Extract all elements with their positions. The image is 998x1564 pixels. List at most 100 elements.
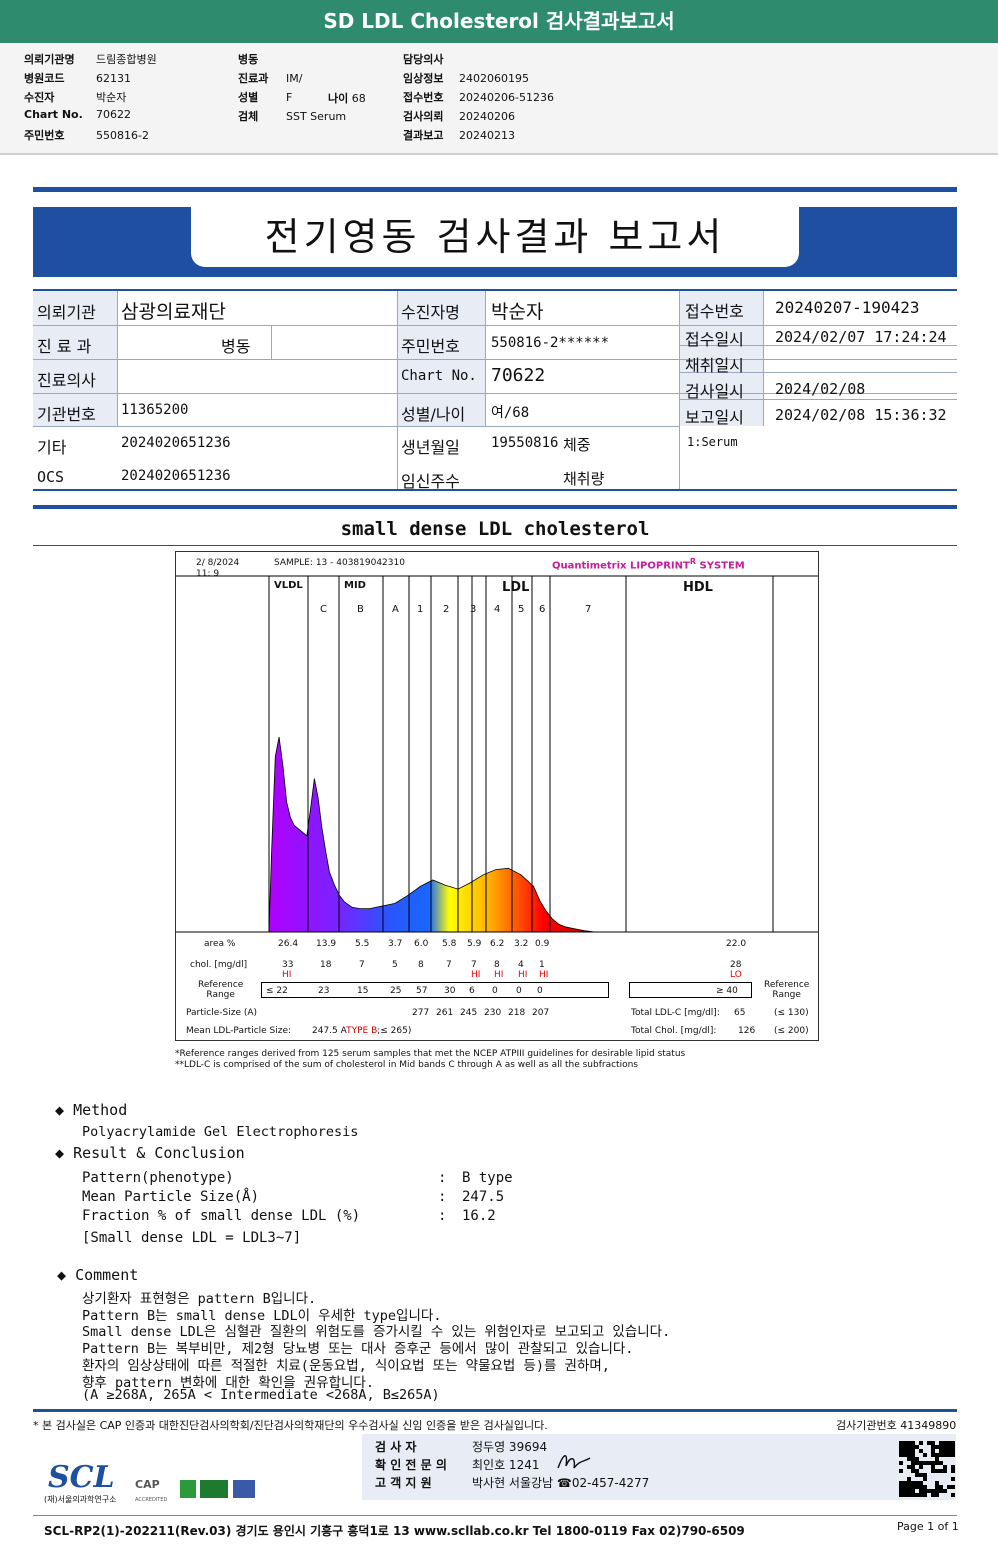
rrn-value: 550816-2******: [491, 335, 610, 351]
confirm-value: 최인호 1241: [472, 1458, 540, 1472]
qr-module: [927, 1489, 931, 1493]
ref-value: 25: [390, 986, 402, 996]
area-row-label: area %: [204, 939, 236, 949]
qr-module: [931, 1489, 935, 1493]
cert-logo-2: [200, 1480, 228, 1498]
qr-module: [907, 1493, 911, 1497]
qr-module: [923, 1461, 927, 1465]
qr-module: [931, 1449, 935, 1453]
comment-title: Comment: [75, 1266, 139, 1284]
result-heading: ◆ Result & Conclusion: [55, 1144, 245, 1162]
rule-footer: [33, 1409, 957, 1412]
qr-module: [939, 1485, 943, 1489]
result-title: Result & Conclusion: [73, 1144, 245, 1162]
comment-heading: ◆ Comment: [57, 1266, 138, 1284]
particle-size-value: 207: [532, 1008, 550, 1018]
chol-value: 18: [320, 960, 332, 970]
qr-module: [919, 1449, 923, 1453]
qr-module: [939, 1441, 943, 1445]
ref-value: 23: [318, 986, 330, 996]
qr-module: [935, 1493, 939, 1497]
chart-brand-name: Quantimetrix LIPOPRINT: [552, 560, 690, 572]
code-label: 기관번호: [37, 405, 96, 424]
cert-note: * 본 검사실은 CAP 인증과 대한진단검사의학회/진단검사의학재단의 우수검…: [33, 1419, 548, 1432]
ref-right-2: Range: [772, 990, 801, 1000]
qr-module: [903, 1485, 907, 1489]
ref-row-label: Reference Range: [198, 980, 243, 1000]
lipoprint-svg: [176, 575, 818, 933]
birth-label: 생년월일: [401, 438, 460, 457]
qr-module: [903, 1489, 907, 1493]
band-label: 2: [443, 604, 450, 615]
qr-module: [899, 1445, 903, 1449]
ref-box-hdl: [629, 982, 752, 998]
staff-box: [362, 1434, 956, 1500]
particle-size-value: 245: [460, 1008, 478, 1018]
qr-module: [923, 1453, 927, 1457]
group-label: VLDL: [274, 580, 303, 591]
header-field: 수진자 박순자: [24, 89, 126, 105]
header-field: 임상정보 2402060195: [403, 70, 529, 86]
qr-module: [943, 1465, 947, 1469]
result-colon: :: [438, 1208, 447, 1224]
diamond-icon: ◆: [55, 1101, 65, 1119]
age-value: 68: [351, 92, 366, 105]
chart-brand-reg: R: [689, 557, 697, 566]
band-label: 6: [539, 604, 546, 615]
qr-module: [935, 1445, 939, 1449]
qr-module: [911, 1461, 915, 1465]
qr-module: [931, 1469, 935, 1473]
cap-logo: CAP ACCREDITED: [135, 1478, 167, 1504]
area-value: 3.7: [388, 939, 403, 949]
qr-module: [907, 1477, 911, 1481]
total-chol-value: 126: [738, 1026, 756, 1036]
qr-module: [927, 1441, 931, 1445]
header-field: 진료과 IM/: [238, 70, 302, 86]
qr-module: [911, 1481, 915, 1485]
diamond-icon: ◆: [55, 1144, 65, 1162]
qr-module: [951, 1477, 955, 1481]
header-value: 62131: [96, 72, 131, 85]
qr-module: [915, 1493, 919, 1497]
qr-module: [911, 1469, 915, 1473]
band-label: 7: [585, 604, 592, 615]
ref-right-label: Reference Range: [764, 980, 809, 1000]
header-label: 진료과: [238, 72, 269, 85]
header-field: 주민번호 550816-2: [24, 127, 149, 143]
rrn-label: 주민번호: [401, 337, 460, 356]
ref-value: 0: [516, 986, 522, 996]
qr-module: [947, 1449, 951, 1453]
chart-value: 70622: [491, 365, 546, 386]
header-label: 접수번호: [403, 91, 444, 104]
flag-value: HI: [494, 970, 504, 980]
header-value: 2402060195: [459, 72, 529, 85]
chart-sample: SAMPLE: 13 - 403819042310: [274, 558, 405, 568]
qr-module: [923, 1493, 927, 1497]
qr-module: [927, 1461, 931, 1465]
band-label: 4: [494, 604, 501, 615]
qr-module: [943, 1469, 947, 1473]
ref-value: ≤ 22: [266, 986, 288, 996]
qr-module: [899, 1489, 903, 1493]
mean-value-num: 247.5 A: [312, 1026, 347, 1036]
volume-label: 채취량: [563, 470, 605, 488]
ref-value: 0: [537, 986, 543, 996]
qr-module: [951, 1445, 955, 1449]
method-text: Polyacrylamide Gel Electrophoresis: [82, 1124, 359, 1140]
qr-module: [951, 1485, 955, 1489]
result-value: 16.2: [462, 1208, 496, 1224]
area-value: 5.5: [355, 939, 370, 949]
band-lines: [176, 575, 818, 933]
bottom-line: SCL-RP2(1)-202211(Rev.03) 경기도 용인시 기흥구 흥덕…: [44, 1524, 745, 1538]
qr-module: [931, 1465, 935, 1469]
header-label: 병원코드: [24, 72, 65, 85]
flag-value: HI: [518, 970, 528, 980]
qr-module: [899, 1441, 903, 1445]
band-label: 1: [417, 604, 424, 615]
qr-module: [911, 1485, 915, 1489]
chol-value: 7: [446, 960, 452, 970]
cap-logo-text: CAP: [135, 1478, 160, 1491]
qr-module: [951, 1469, 955, 1473]
qr-module: [919, 1481, 923, 1485]
sexage-value: 여/68: [491, 405, 530, 421]
